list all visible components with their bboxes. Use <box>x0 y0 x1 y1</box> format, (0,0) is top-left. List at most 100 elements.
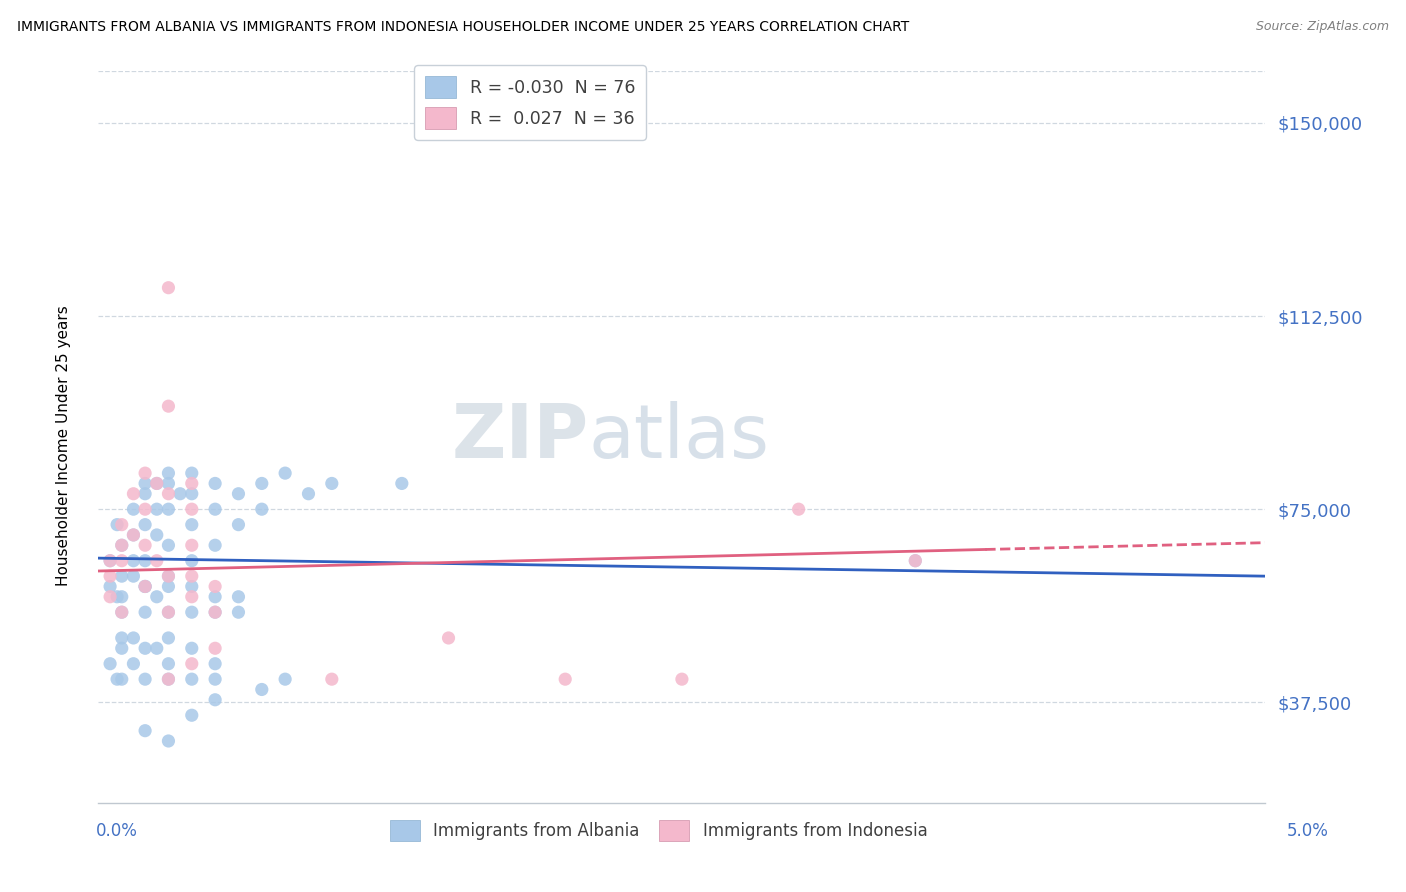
Text: IMMIGRANTS FROM ALBANIA VS IMMIGRANTS FROM INDONESIA HOUSEHOLDER INCOME UNDER 25: IMMIGRANTS FROM ALBANIA VS IMMIGRANTS FR… <box>17 20 910 34</box>
Point <box>204 590 226 604</box>
Point <box>180 569 202 583</box>
Point <box>134 723 156 738</box>
Point <box>122 528 145 542</box>
Text: ZIP: ZIP <box>451 401 589 474</box>
Point <box>157 569 180 583</box>
Point <box>180 657 202 671</box>
Point <box>787 502 810 516</box>
Point <box>157 476 180 491</box>
Point <box>134 517 156 532</box>
Point <box>671 672 693 686</box>
Text: 5.0%: 5.0% <box>1286 822 1329 840</box>
Point <box>204 538 226 552</box>
Point <box>157 657 180 671</box>
Point <box>180 605 202 619</box>
Point <box>204 641 226 656</box>
Point <box>98 590 121 604</box>
Point <box>111 605 134 619</box>
Point <box>157 631 180 645</box>
Point <box>134 641 156 656</box>
Point <box>111 538 134 552</box>
Point <box>111 590 134 604</box>
Point <box>904 554 927 568</box>
Point <box>98 554 121 568</box>
Point <box>122 554 145 568</box>
Point <box>180 641 202 656</box>
Point <box>157 502 180 516</box>
Point <box>146 528 169 542</box>
Point <box>134 487 156 501</box>
Point <box>134 476 156 491</box>
Point <box>111 538 134 552</box>
Point <box>204 502 226 516</box>
Point <box>146 641 169 656</box>
Point <box>180 708 202 723</box>
Point <box>111 631 134 645</box>
Point <box>157 605 180 619</box>
Point <box>204 579 226 593</box>
Point <box>98 657 121 671</box>
Point <box>157 672 180 686</box>
Point <box>180 590 202 604</box>
Point <box>321 672 343 686</box>
Point <box>98 579 121 593</box>
Point <box>134 579 156 593</box>
Point <box>146 502 169 516</box>
Point <box>157 734 180 748</box>
Point <box>134 605 156 619</box>
Point <box>180 476 202 491</box>
Point <box>157 281 180 295</box>
Point <box>157 399 180 413</box>
Text: Source: ZipAtlas.com: Source: ZipAtlas.com <box>1256 20 1389 33</box>
Point <box>111 641 134 656</box>
Point <box>105 590 128 604</box>
Point <box>321 476 343 491</box>
Point <box>146 554 169 568</box>
Point <box>111 569 134 583</box>
Point <box>157 569 180 583</box>
Point <box>122 528 145 542</box>
Point <box>180 502 202 516</box>
Text: 0.0%: 0.0% <box>96 822 138 840</box>
Point <box>122 657 145 671</box>
Point <box>111 554 134 568</box>
Point <box>904 554 927 568</box>
Point <box>391 476 413 491</box>
Point <box>228 590 250 604</box>
Point <box>122 502 145 516</box>
Point <box>134 538 156 552</box>
Point <box>297 487 319 501</box>
Point <box>146 476 169 491</box>
Point <box>250 502 273 516</box>
Point <box>204 605 226 619</box>
Point <box>98 569 121 583</box>
Point <box>134 502 156 516</box>
Point <box>228 605 250 619</box>
Point <box>204 476 226 491</box>
Point <box>98 554 121 568</box>
Point <box>250 476 273 491</box>
Point <box>554 672 576 686</box>
Point <box>180 538 202 552</box>
Point <box>228 517 250 532</box>
Point <box>169 487 191 501</box>
Point <box>134 466 156 480</box>
Point <box>111 672 134 686</box>
Point <box>146 590 169 604</box>
Point <box>111 517 134 532</box>
Point <box>180 487 202 501</box>
Point <box>105 672 128 686</box>
Point <box>204 657 226 671</box>
Point <box>204 693 226 707</box>
Legend: Immigrants from Albania, Immigrants from Indonesia: Immigrants from Albania, Immigrants from… <box>381 811 936 849</box>
Point <box>274 466 297 480</box>
Point <box>134 554 156 568</box>
Point <box>157 538 180 552</box>
Point <box>180 554 202 568</box>
Point <box>204 605 226 619</box>
Point <box>134 579 156 593</box>
Point <box>111 605 134 619</box>
Point <box>180 466 202 480</box>
Point <box>180 672 202 686</box>
Point <box>122 487 145 501</box>
